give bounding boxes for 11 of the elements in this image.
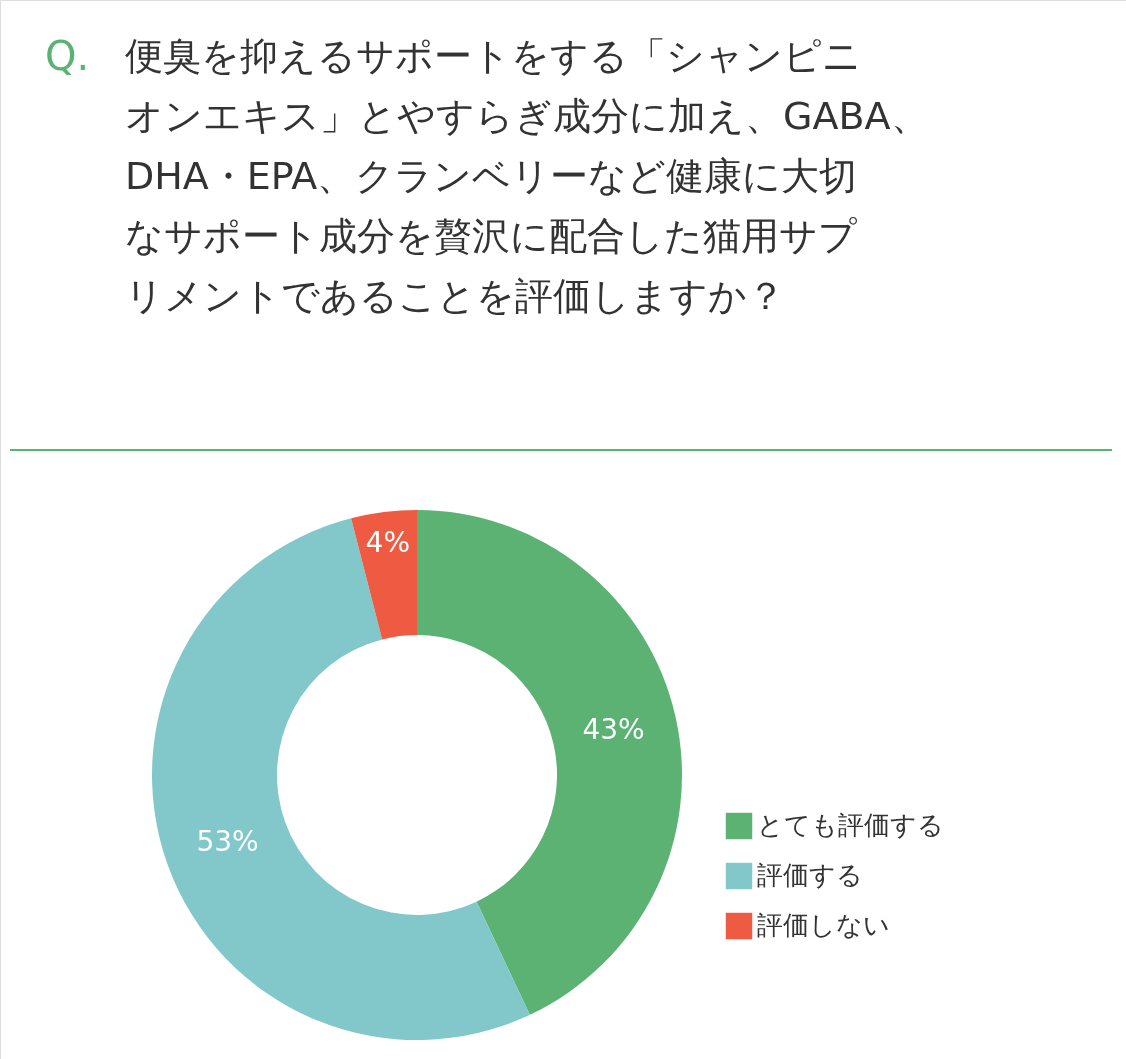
legend-label: とても評価する: [757, 810, 944, 840]
legend-label: 評価する: [757, 860, 863, 890]
data-label: 53%: [196, 825, 259, 859]
chart-title: 便臭を抑えるサポートをする「シャンピニオンエキス」とやすらぎ成分に加え、GABA、DHA・EPA、クランベリーなど健康に大切なサポート成分を贅沢に配合した猫用サプリメントであることを評価しますか？: [125, 34, 929, 318]
data-label: 4%: [365, 525, 410, 559]
donut-slice: [417, 510, 682, 1015]
text: Q.: [45, 33, 90, 79]
legend-label: 評価しない: [757, 910, 890, 940]
donut-slice: [152, 518, 530, 1040]
donut-slice: [351, 510, 417, 640]
data-label: 43%: [582, 713, 645, 747]
